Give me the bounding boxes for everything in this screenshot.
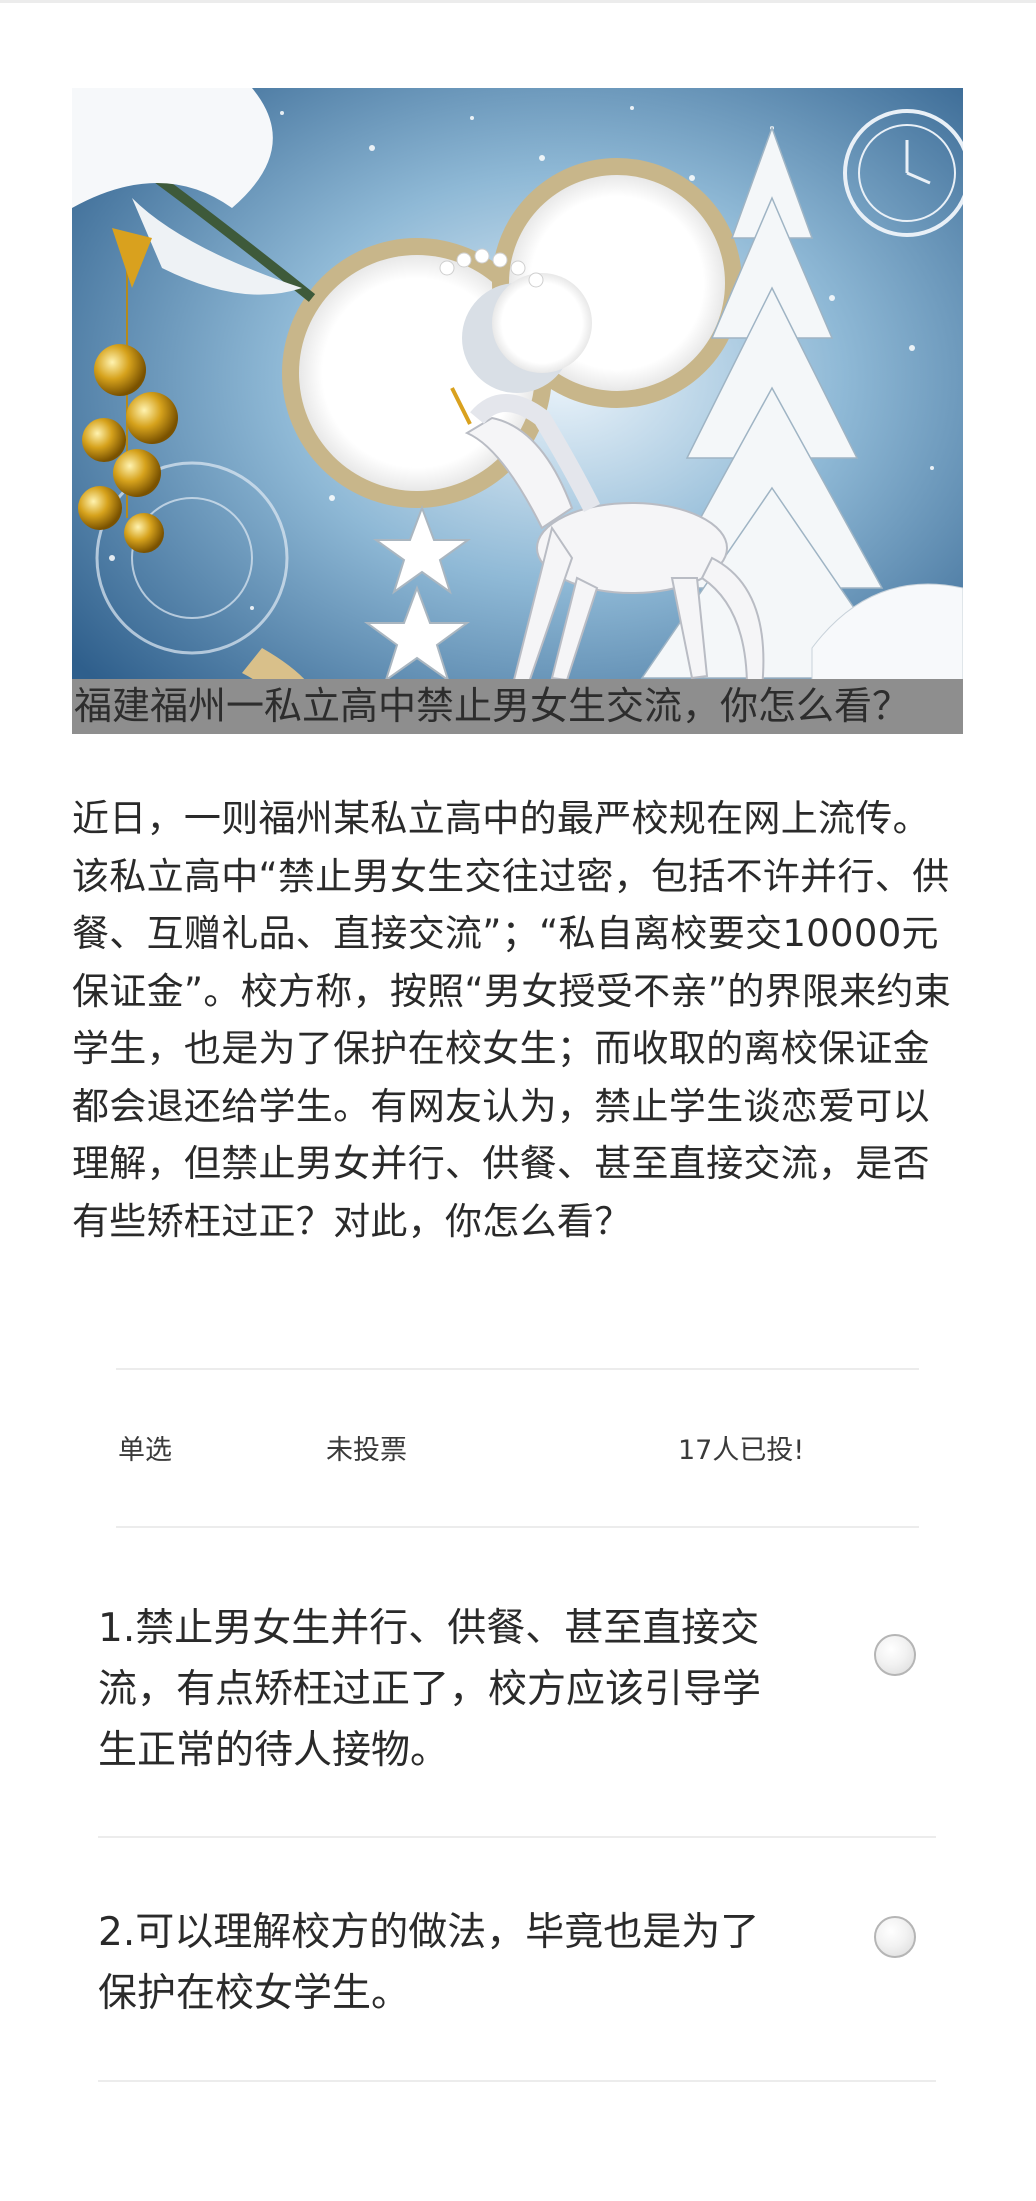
radio-button[interactable] [874,1634,916,1676]
winter-collage-illustration: 昵图网 www.nipic.com By:chai2721 No:2013120… [72,88,963,734]
vote-count: 17人已投! [678,1428,804,1467]
article-body: 近日，一则福州某私立高中的最严校规在网上流传。该私立高中“禁止男女生交往过密，包… [72,790,963,1250]
top-divider [0,0,1036,3]
poll-option-label: 2.可以理解校方的做法，毕竟也是为了保护在校女学生。 [98,1902,798,2024]
poll-type: 单选 [118,1428,172,1467]
vote-status: 未投票 [326,1428,407,1467]
poll-meta-bar: 单选 未投票 17人已投! [116,1368,919,1528]
poll-option-1[interactable]: 1.禁止男女生并行、供餐、甚至直接交流，有点矫枉过正了，校方应该引导学生正常的待… [98,1598,936,1838]
poll-option-label: 1.禁止男女生并行、供餐、甚至直接交流，有点矫枉过正了，校方应该引导学生正常的待… [98,1598,798,1781]
poll-option-2[interactable]: 2.可以理解校方的做法，毕竟也是为了保护在校女学生。 [98,1902,936,2082]
radio-button[interactable] [874,1916,916,1958]
image-caption: 福建福州一私立高中禁止男女生交流，你怎么看？ [72,679,963,734]
hero-image: 昵图网 www.nipic.com By:chai2721 No:2013120… [72,88,963,734]
